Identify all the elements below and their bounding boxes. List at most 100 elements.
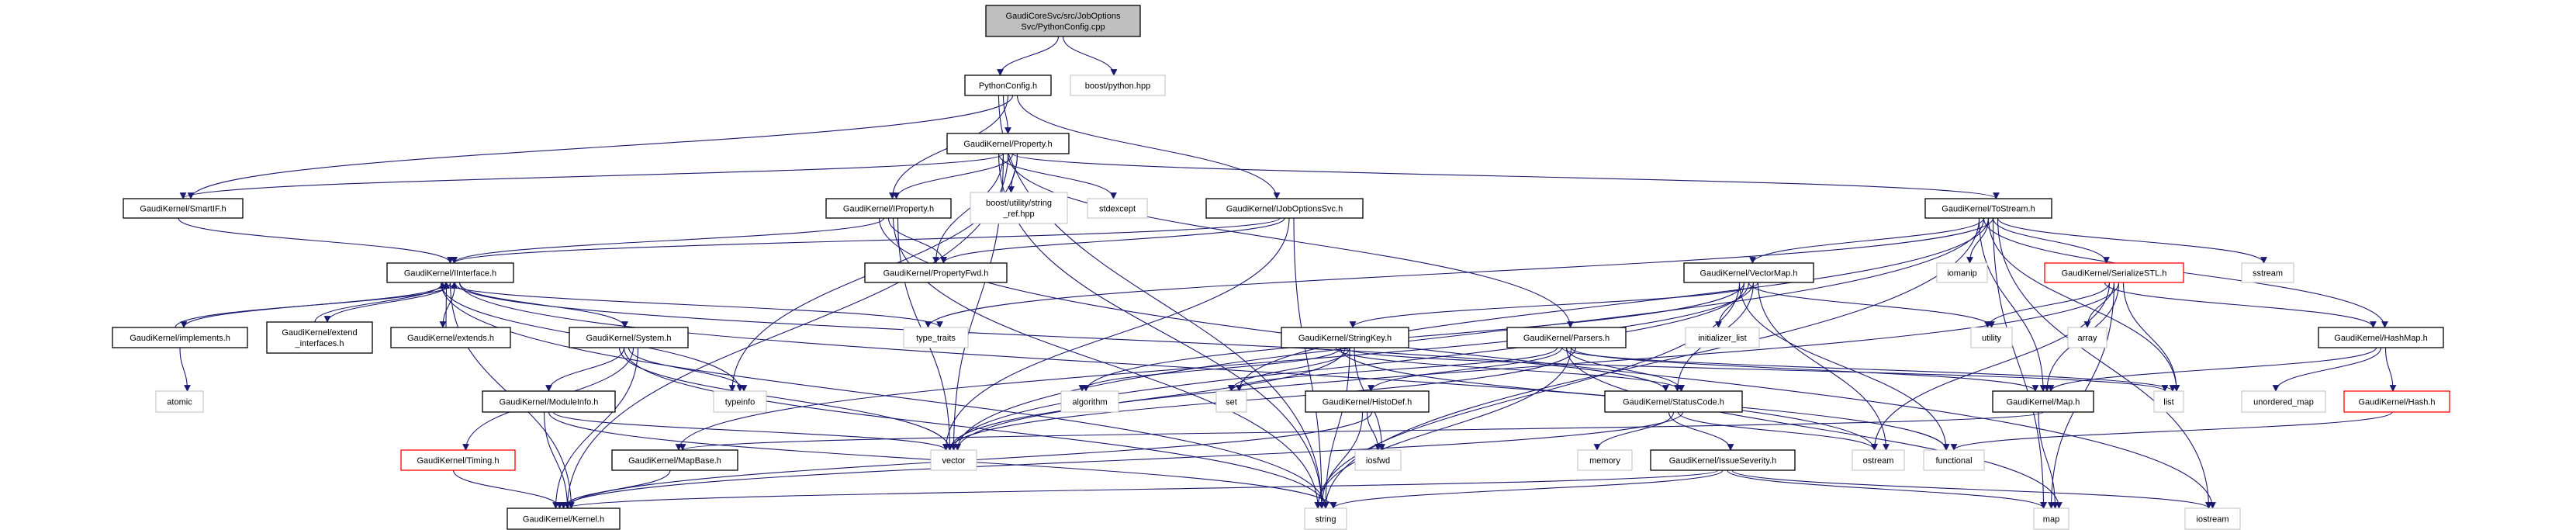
edge-pyconf-to-string	[998, 95, 1326, 509]
edge-extendif-to-iinterface	[314, 282, 446, 323]
node-label: GaudiKernel/implements.h	[130, 334, 230, 343]
edge-issuesev-to-kernel	[564, 469, 1719, 509]
node-box	[507, 507, 621, 530]
node-timing[interactable]: GaudiKernel/Timing.h	[400, 449, 516, 471]
edge-ijobopt-to-vector	[942, 217, 1290, 451]
node-label: type_traits	[916, 334, 956, 343]
node-label: list	[2163, 398, 2173, 407]
node-box	[1087, 198, 1148, 219]
edge-tostream-to-vector	[954, 217, 1985, 451]
node-box	[2318, 327, 2444, 348]
node-box	[2067, 327, 2107, 348]
node-box	[1852, 449, 1905, 471]
node-map: map	[2033, 507, 2069, 530]
node-pyconf[interactable]: PythonConfig.h	[964, 74, 1052, 96]
node-serialize[interactable]: GaudiKernel/SerializeSTL.h	[2044, 262, 2184, 283]
node-mapbase[interactable]: GaudiKernel/MapBase.h	[611, 449, 738, 471]
node-iomanip: iomanip	[1936, 262, 1988, 283]
edge-tostream-to-serialize	[1992, 217, 2110, 264]
edge-parsers-to-histodef	[1368, 347, 1563, 392]
node-hash[interactable]: GaudiKernel/Hash.h	[2343, 390, 2450, 413]
edge-pyconf-to-smartif	[187, 95, 1014, 199]
node-label: GaudiKernel/System.h	[586, 334, 671, 343]
node-label: set	[1226, 398, 1237, 407]
node-smartif[interactable]: GaudiKernel/SmartIF.h	[123, 198, 244, 219]
node-label: _interfaces.h	[295, 339, 344, 348]
node-label: ostream	[1863, 456, 1894, 466]
node-propfwd[interactable]: GaudiKernel/PropertyFwd.h	[864, 262, 1008, 283]
edge-property-to-tostream	[1011, 153, 2000, 199]
node-moduleinfo[interactable]: GaudiKernel/ModuleInfo.h	[482, 390, 616, 413]
node-box	[123, 198, 244, 219]
node-box	[713, 390, 767, 413]
edge-iinterface-to-statuscode	[454, 282, 1669, 392]
edge-implements-to-iinterface	[175, 282, 458, 328]
edge-system-to-kernel	[552, 347, 639, 509]
node-box	[2184, 507, 2241, 530]
node-box	[1304, 507, 1347, 530]
node-box	[155, 390, 204, 413]
node-parsers[interactable]: GaudiKernel/Parsers.h	[1506, 327, 1627, 348]
node-extendif[interactable]: GaudiKernel/extend_interfaces.h	[266, 321, 373, 354]
node-root[interactable]: GaudiCoreSvc/src/JobOptions Svc/PythonCon…	[985, 5, 1141, 37]
edge-tostream-to-map	[1992, 217, 2047, 509]
node-label: GaudiKernel/SmartIF.h	[140, 205, 226, 214]
node-label: GaudiKernel/Timing.h	[417, 456, 500, 466]
edge-iinterface-to-typetraits	[444, 282, 943, 328]
edge-statuscode-to-kernel	[560, 411, 1684, 509]
node-box	[2343, 390, 2450, 413]
node-extends[interactable]: GaudiKernel/extends.h	[390, 327, 511, 348]
edge-statuscode-to-ostream	[1677, 411, 1878, 451]
node-box	[390, 327, 511, 348]
node-memory: memory	[1577, 449, 1633, 471]
edge-iproperty-to-iinterface	[451, 217, 885, 264]
node-kernel[interactable]: GaudiKernel/Kernel.h	[507, 507, 621, 530]
edge-serialize-to-list	[2122, 282, 2180, 392]
edge-tostream-to-sstream	[1997, 217, 2267, 264]
node-tostream[interactable]: GaudiKernel/ToStream.h	[1924, 198, 2052, 219]
node-label: boost/python.hpp	[1085, 81, 1150, 91]
edge-map_h-to-mapbase	[679, 411, 2044, 451]
node-label: GaudiKernel/ModuleInfo.h	[500, 398, 599, 407]
node-label: array	[2077, 334, 2097, 343]
node-vectormap[interactable]: GaudiKernel/VectorMap.h	[1683, 262, 1814, 283]
node-map_h[interactable]: GaudiKernel/Map.h	[1992, 390, 2094, 413]
edge-moduleinfo-to-kernel	[543, 411, 571, 509]
node-label: GaudiKernel/ToStream.h	[1942, 205, 2035, 214]
node-histodef[interactable]: GaudiKernel/HistoDef.h	[1305, 390, 1430, 413]
edge-vectormap-to-utility	[1748, 282, 1995, 328]
node-vector: vector	[930, 449, 977, 471]
node-box	[825, 198, 952, 219]
node-ijobopt[interactable]: GaudiKernel/IJobOptionsSvc.h	[1205, 198, 1364, 219]
node-iproperty[interactable]: GaudiKernel/IProperty.h	[825, 198, 952, 219]
node-iinterface[interactable]: GaudiKernel/IInterface.h	[386, 262, 514, 283]
edge-root-to-pyconf	[997, 36, 1060, 76]
node-implements[interactable]: GaudiKernel/implements.h	[112, 327, 248, 348]
edge-vectormap-to-vector	[950, 282, 1750, 451]
node-label: boost/utility/string	[986, 199, 1052, 208]
edge-vectormap-to-ostream	[1757, 282, 1890, 451]
edge-hashmap-to-hash	[2384, 347, 2397, 392]
node-ostream: ostream	[1852, 449, 1905, 471]
node-property[interactable]: GaudiKernel/Property.h	[946, 133, 1070, 154]
edge-iproperty-to-propfwd	[887, 217, 947, 264]
node-stringkey[interactable]: GaudiKernel/StringKey.h	[1281, 327, 1409, 348]
node-label: GaudiKernel/HashMap.h	[2334, 334, 2427, 343]
node-issuesev[interactable]: GaudiKernel/IssueSeverity.h	[1650, 449, 1796, 471]
node-box	[1305, 390, 1430, 413]
node-hashmap[interactable]: GaudiKernel/HashMap.h	[2318, 327, 2444, 348]
edge-implements-to-atomic	[179, 347, 191, 392]
node-system[interactable]: GaudiKernel/System.h	[569, 327, 689, 348]
node-label: utility	[1982, 334, 2002, 343]
node-box	[1060, 390, 1119, 413]
node-typetraits: type_traits	[903, 327, 969, 348]
node-statuscode[interactable]: GaudiKernel/StatusCode.h	[1604, 390, 1743, 413]
node-label: Svc/PythonConfig.cpp	[1021, 23, 1105, 32]
node-label: GaudiKernel/IssueSeverity.h	[1669, 456, 1777, 466]
node-string: string	[1304, 507, 1347, 530]
edge-parsers-to-map_h	[1570, 347, 2039, 392]
edge-statuscode-to-issuesev	[1668, 411, 1734, 451]
node-list: list	[2153, 390, 2184, 413]
node-label: GaudiKernel/StatusCode.h	[1623, 398, 1724, 407]
